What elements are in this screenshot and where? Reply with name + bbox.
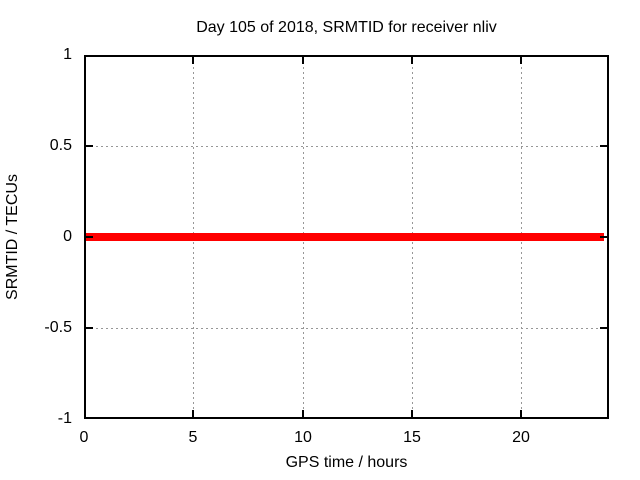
x-tick-label: 0 (79, 429, 89, 446)
x-tick-label: 5 (188, 429, 198, 446)
x-tick-mark-top (302, 57, 304, 64)
y-tick-mark (86, 236, 93, 238)
x-axis-label: GPS time / hours (285, 454, 408, 471)
y-tick-mark-right (600, 327, 607, 329)
y-tick-mark (86, 145, 93, 147)
y-tick-label: -0.5 (44, 319, 72, 336)
x-tick-label: 10 (294, 429, 312, 446)
y-tick-label: 0 (63, 228, 72, 245)
x-tick-mark (520, 410, 522, 417)
x-tick-label: 15 (403, 429, 421, 446)
plot-border (84, 55, 609, 419)
gridline-horizontal-neg0p5 (86, 328, 607, 329)
y-axis-label: SRMTID / TECUs (4, 174, 21, 300)
x-tick-mark-top (411, 57, 413, 64)
srmtid-series-line (84, 233, 604, 241)
y-tick-mark (86, 327, 93, 329)
y-tick-mark-right (600, 145, 607, 147)
gridline-horizontal-0p5 (86, 146, 607, 147)
x-tick-mark (84, 410, 86, 417)
y-tick-label: 0.5 (49, 137, 72, 154)
y-tick-label: -1 (57, 410, 72, 427)
x-tick-mark-top (192, 57, 194, 64)
x-tick-mark (192, 410, 194, 417)
x-tick-mark-top (520, 57, 522, 64)
y-tick-mark-right (600, 236, 607, 238)
x-tick-label: 20 (512, 429, 530, 446)
y-tick-label: 1 (63, 46, 72, 63)
chart-title: Day 105 of 2018, SRMTID for receiver nli… (196, 19, 497, 36)
x-tick-mark (411, 410, 413, 417)
x-tick-mark (302, 410, 304, 417)
